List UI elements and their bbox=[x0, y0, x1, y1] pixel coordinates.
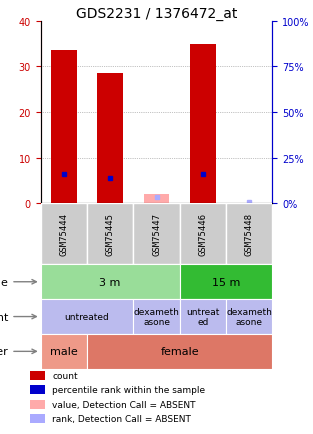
Text: GSM75446: GSM75446 bbox=[198, 213, 207, 256]
Bar bbox=[41, 334, 87, 369]
Text: untreat
ed: untreat ed bbox=[186, 307, 219, 326]
Bar bbox=[30, 414, 45, 423]
Bar bbox=[133, 204, 180, 265]
Text: 3 m: 3 m bbox=[100, 277, 121, 287]
Bar bbox=[226, 204, 272, 265]
Bar bbox=[180, 204, 226, 265]
Text: dexameth
asone: dexameth asone bbox=[226, 307, 272, 326]
Title: GDS2231 / 1376472_at: GDS2231 / 1376472_at bbox=[76, 7, 237, 21]
Text: gender: gender bbox=[0, 347, 36, 356]
Bar bbox=[41, 265, 180, 299]
Text: untreated: untreated bbox=[65, 312, 109, 321]
Bar bbox=[30, 372, 45, 381]
Text: GSM75444: GSM75444 bbox=[59, 213, 68, 256]
Bar bbox=[41, 204, 87, 265]
Bar bbox=[180, 299, 226, 334]
Bar bbox=[144, 195, 169, 204]
Text: GSM75448: GSM75448 bbox=[245, 213, 254, 256]
Bar bbox=[51, 51, 77, 204]
Text: agent: agent bbox=[0, 312, 36, 322]
Text: percentile rank within the sample: percentile rank within the sample bbox=[52, 385, 205, 395]
Bar bbox=[97, 74, 123, 204]
Text: dexameth
asone: dexameth asone bbox=[134, 307, 179, 326]
Bar bbox=[30, 400, 45, 409]
Bar bbox=[190, 45, 216, 204]
Text: value, Detection Call = ABSENT: value, Detection Call = ABSENT bbox=[52, 400, 196, 409]
Bar bbox=[87, 334, 272, 369]
Bar bbox=[87, 204, 133, 265]
Bar bbox=[226, 299, 272, 334]
Text: count: count bbox=[52, 372, 78, 381]
Bar bbox=[133, 299, 180, 334]
Bar bbox=[180, 265, 272, 299]
Bar bbox=[41, 299, 133, 334]
Text: male: male bbox=[50, 347, 78, 356]
Text: age: age bbox=[0, 277, 36, 287]
Text: female: female bbox=[160, 347, 199, 356]
Text: rank, Detection Call = ABSENT: rank, Detection Call = ABSENT bbox=[52, 414, 191, 423]
Text: 15 m: 15 m bbox=[212, 277, 240, 287]
Bar bbox=[30, 385, 45, 395]
Text: GSM75447: GSM75447 bbox=[152, 213, 161, 256]
Text: GSM75445: GSM75445 bbox=[106, 213, 115, 256]
